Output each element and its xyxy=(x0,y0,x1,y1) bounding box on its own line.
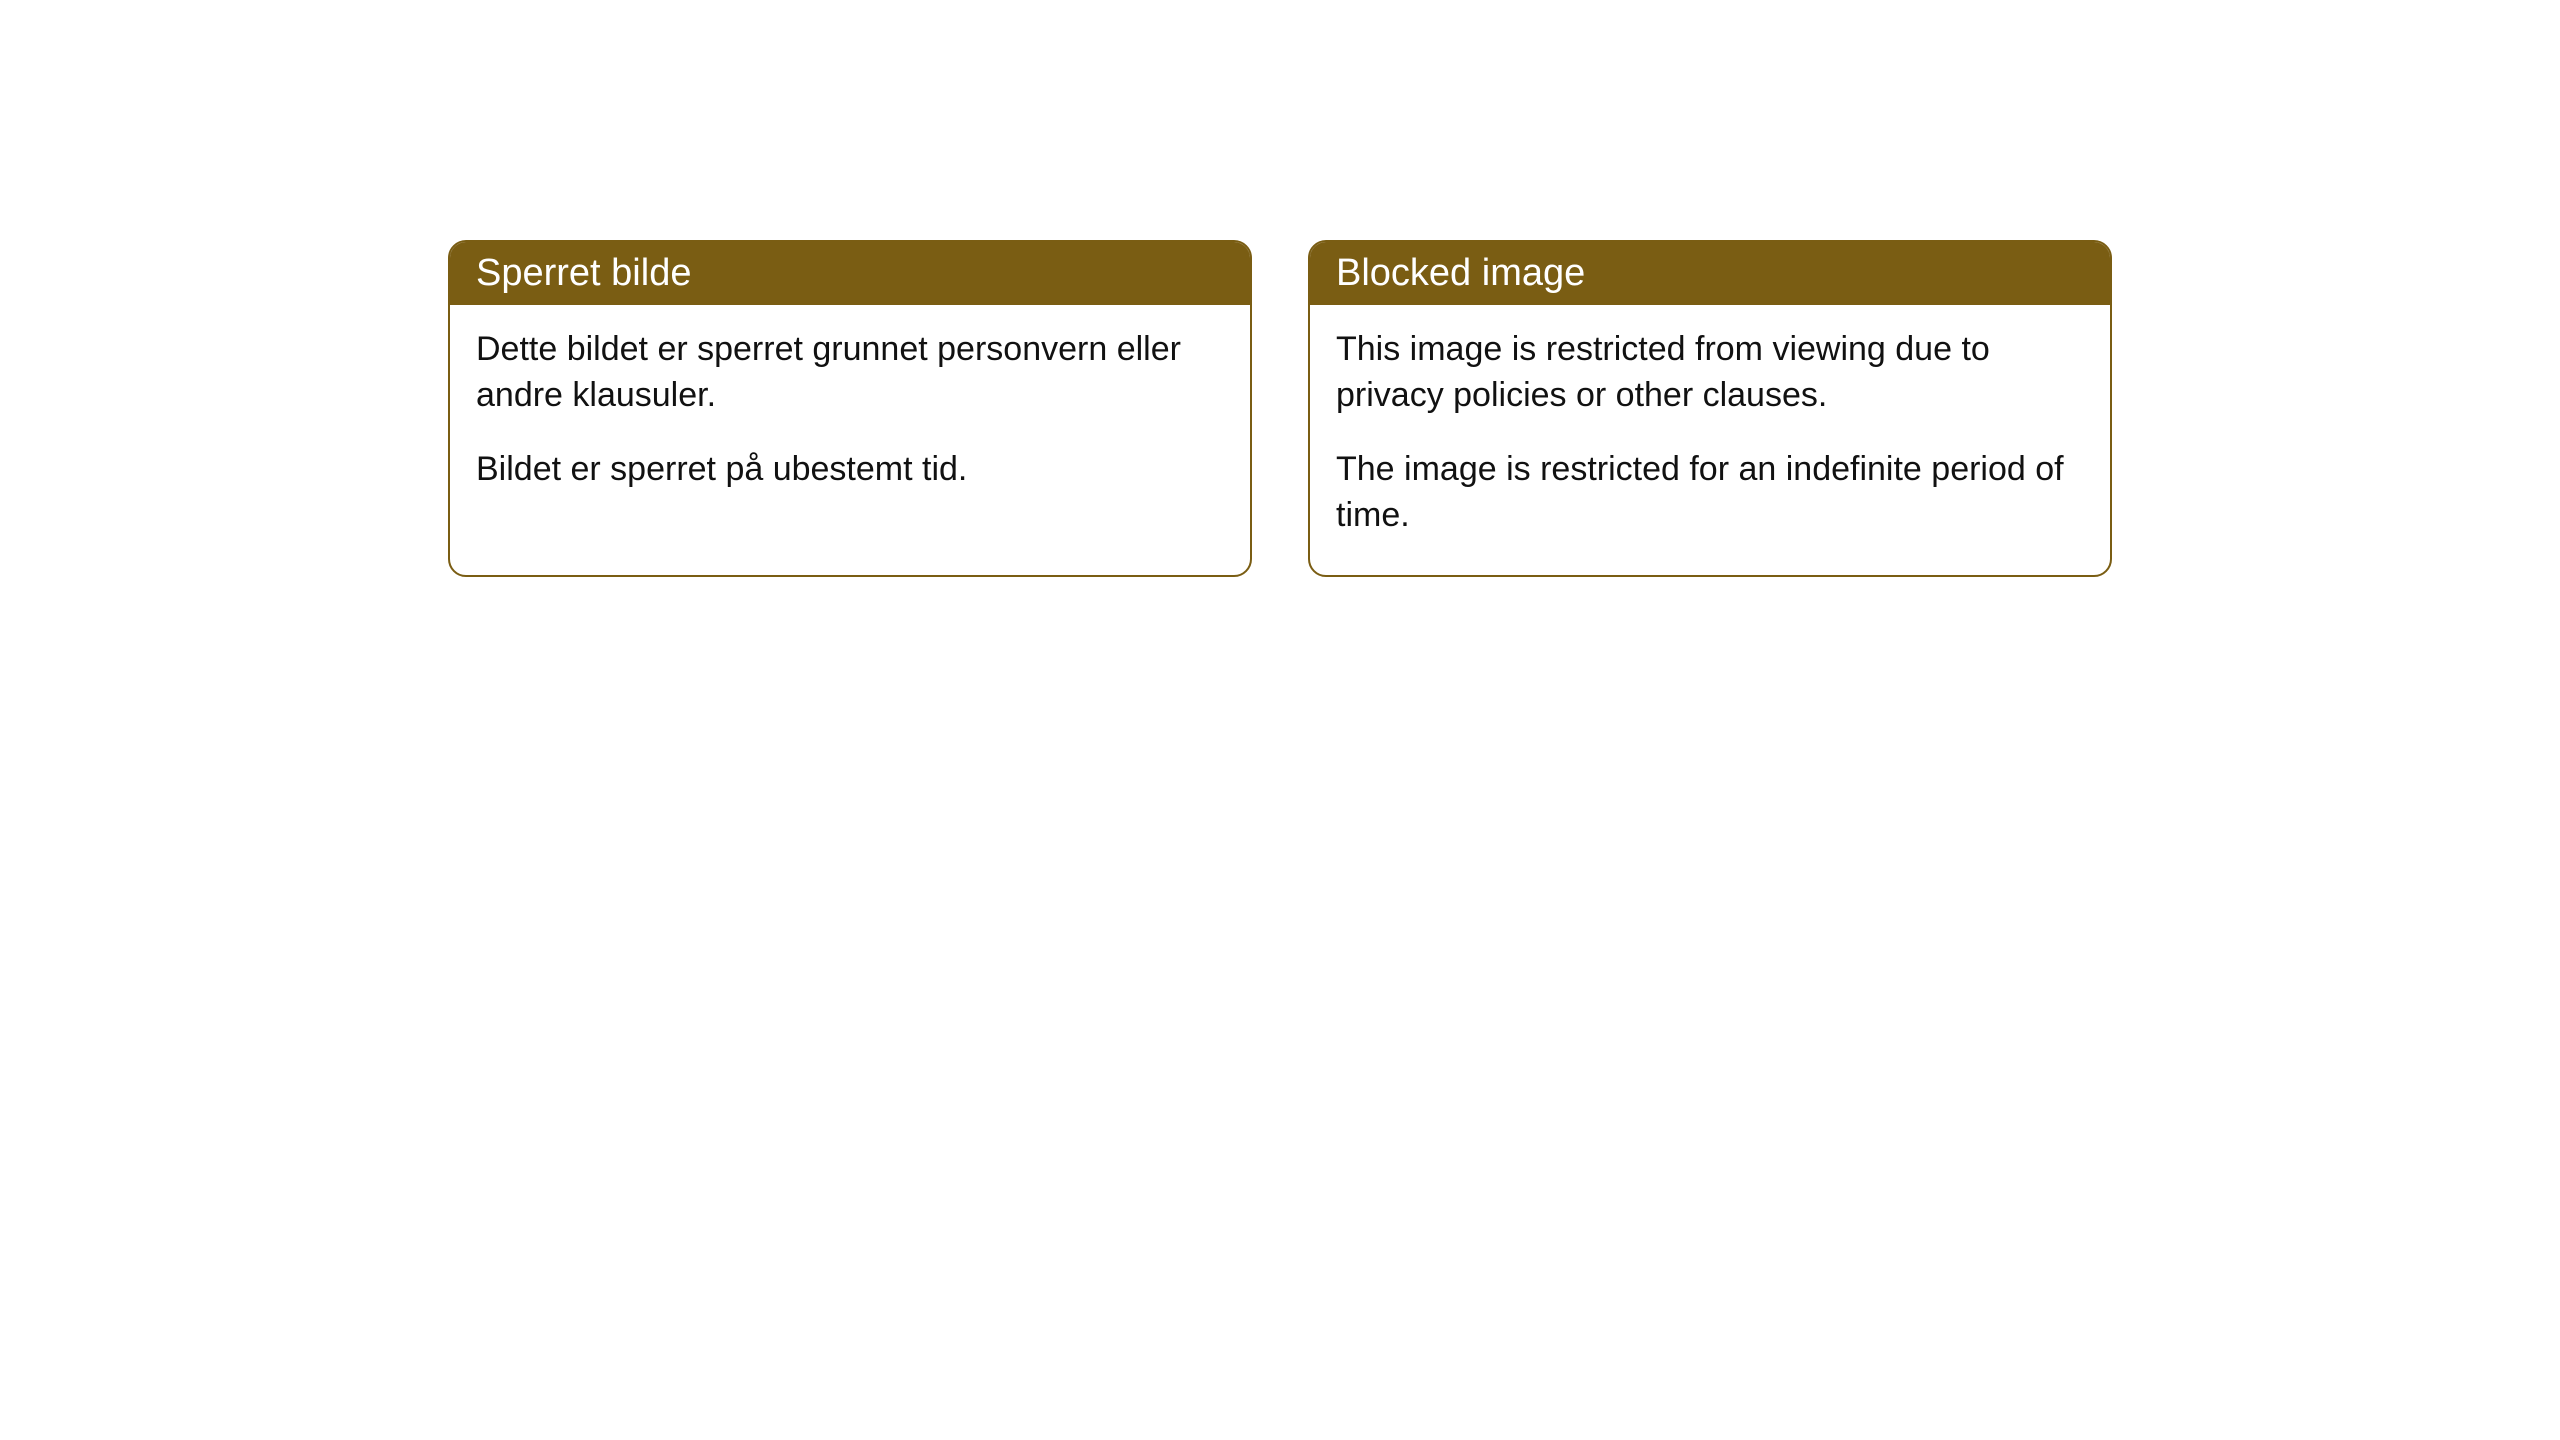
notice-title: Sperret bilde xyxy=(476,252,691,294)
notice-header: Blocked image xyxy=(1310,242,2110,305)
notice-title: Blocked image xyxy=(1336,252,1585,294)
notice-body: Dette bildet er sperret grunnet personve… xyxy=(450,305,1250,529)
notice-box-norwegian: Sperret bilde Dette bildet er sperret gr… xyxy=(448,240,1252,577)
notice-paragraph: This image is restricted from viewing du… xyxy=(1336,327,2084,419)
notice-container: Sperret bilde Dette bildet er sperret gr… xyxy=(448,240,2112,577)
notice-paragraph: Dette bildet er sperret grunnet personve… xyxy=(476,327,1224,419)
notice-box-english: Blocked image This image is restricted f… xyxy=(1308,240,2112,577)
notice-header: Sperret bilde xyxy=(450,242,1250,305)
notice-body: This image is restricted from viewing du… xyxy=(1310,305,2110,575)
notice-paragraph: The image is restricted for an indefinit… xyxy=(1336,447,2084,539)
notice-paragraph: Bildet er sperret på ubestemt tid. xyxy=(476,447,1224,493)
